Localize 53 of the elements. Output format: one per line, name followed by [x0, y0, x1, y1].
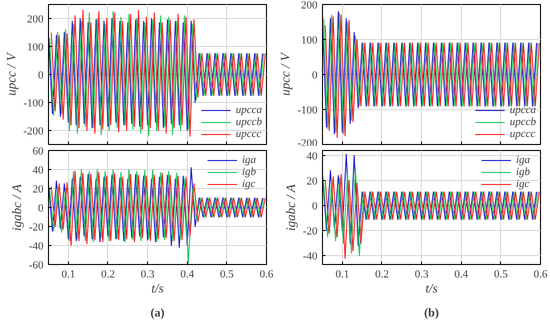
x-tick-label: 0.3 — [140, 268, 155, 280]
x-tick-label: 0.4 — [454, 268, 469, 280]
legend-label: iga — [242, 154, 258, 166]
y-axis-title: upcc / V — [3, 51, 18, 96]
y-tick-label: 0 — [312, 70, 318, 82]
x-tick-label: 0.5 — [494, 268, 508, 280]
legend-label: igc — [242, 178, 256, 190]
x-tick-label: 0.3 — [414, 268, 429, 280]
x-tick-label: 0.1 — [335, 268, 350, 280]
y-tick-label: 20 — [32, 184, 44, 196]
y-tick-label: 200 — [27, 14, 44, 26]
y-axis-title: upcc / V — [277, 51, 292, 96]
legend-label: upccc — [510, 128, 536, 140]
y-tick-label: 0 — [312, 200, 318, 213]
x-tick-label: 0.4 — [180, 268, 195, 280]
y-tick-label: 20 — [306, 176, 318, 188]
x-axis-title: t/s — [425, 280, 438, 296]
y-tick-label: 60 — [32, 146, 44, 158]
x-tick-label: 0.6 — [260, 268, 274, 280]
x-tick-label: 0.1 — [61, 268, 76, 280]
y-axis-title: igabc / A — [282, 184, 298, 231]
y-tick-label: -20 — [28, 222, 44, 234]
x-axis-title: t/s — [151, 280, 164, 296]
y-tick-label: 40 — [306, 150, 318, 163]
y-tick-label: 40 — [32, 164, 44, 176]
x-tick-label: 0.2 — [101, 268, 115, 280]
y-tick-label: -60 — [28, 260, 44, 272]
legend-label: upccb — [510, 116, 536, 128]
legend-label: igb — [516, 166, 532, 178]
y-tick-label: -100 — [297, 104, 318, 116]
y-tick-label: 200 — [301, 0, 318, 12]
y-tick-label: -40 — [28, 240, 44, 252]
legend-label: upccb — [236, 116, 262, 128]
x-tick-label: 0.5 — [220, 268, 234, 280]
y-tick-label: 0 — [38, 202, 44, 214]
legend-label: igb — [242, 166, 258, 178]
y-tick-label: -200 — [23, 126, 44, 138]
text: (a) — [150, 306, 165, 320]
y-tick-label: -100 — [23, 98, 44, 110]
y-axis-title: igabc / A — [8, 184, 24, 231]
y-tick-label: 0 — [38, 70, 44, 82]
y-tick-label: -20 — [302, 226, 318, 238]
text: (b) — [424, 306, 439, 320]
y-tick-label: -40 — [302, 250, 318, 263]
legend-label: upccc — [236, 128, 262, 140]
x-tick-label: 0.2 — [375, 268, 389, 280]
x-tick-label: 0.6 — [534, 268, 548, 280]
y-tick-label: 100 — [301, 34, 318, 46]
y-tick-label: 100 — [27, 42, 44, 54]
legend-label: upcca — [510, 104, 536, 116]
legend-label: upcca — [236, 104, 262, 116]
legend-label: igc — [516, 178, 530, 190]
legend-label: iga — [516, 154, 532, 166]
